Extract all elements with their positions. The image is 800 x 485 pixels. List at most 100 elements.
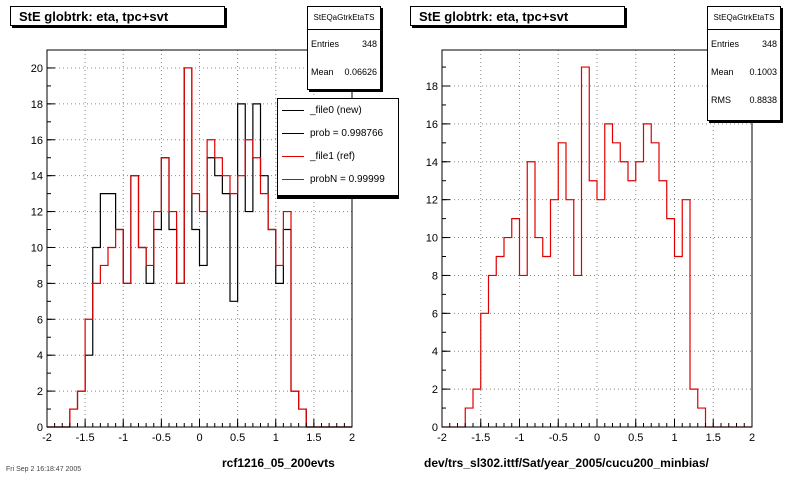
left-bin	[93, 247, 101, 427]
right-stats-name: StEQaGtrkEtaTS	[708, 7, 780, 30]
right-bin	[690, 389, 698, 427]
left-bin	[230, 301, 238, 427]
right-ytick-label: 16	[426, 119, 438, 131]
right-bin	[512, 219, 520, 427]
left-ytick-label: 6	[37, 314, 43, 326]
left-bin	[108, 247, 116, 427]
right-plot-title: StE globtrk: eta, tpc+svt	[410, 6, 625, 26]
left-ytick-label: 18	[31, 99, 43, 111]
left-bin	[222, 176, 230, 427]
right-bin	[489, 275, 497, 427]
left-stats-name: StEQaGtrkEtaTS	[308, 7, 380, 30]
right-ytick-label: 14	[426, 157, 438, 169]
left-bin	[108, 194, 116, 427]
left-bin	[299, 409, 307, 427]
right-bin	[473, 389, 481, 427]
legend-label-file1: _file1 (ref)	[310, 151, 356, 162]
left-xtick-label: 1.5	[306, 432, 321, 444]
left-stats-entries-value: 348	[361, 39, 377, 49]
left-series-1	[47, 67, 352, 428]
legend-entry-file0: _file0 (new)	[278, 99, 398, 122]
right-series-outline-0	[442, 66, 752, 428]
left-stats-mean-row: Mean 0.06626	[308, 58, 380, 86]
left-bin	[207, 158, 215, 427]
right-bin	[628, 181, 636, 427]
left-xtick-label: -1	[118, 432, 128, 444]
left-bin	[192, 230, 200, 427]
left-legend: _file0 (new) prob = 0.998766 _file1 (ref…	[277, 98, 399, 196]
left-xtick-label: 0.5	[230, 432, 245, 444]
right-ytick-label: 18	[426, 81, 438, 93]
right-stats-entries-value: 348	[761, 39, 777, 49]
right-ytick-label: 0	[432, 422, 438, 434]
legend-entry-prob: prob = 0.998766	[278, 122, 398, 145]
right-series-0	[442, 66, 752, 428]
left-bin	[161, 158, 169, 427]
legend-swatch-file0	[282, 110, 304, 111]
left-bin	[207, 140, 215, 427]
left-bin	[291, 391, 299, 427]
right-stats-mean-label: Mean	[711, 67, 734, 77]
legend-swatch-file1	[282, 156, 304, 157]
right-bin	[636, 162, 644, 427]
right-bin	[527, 162, 535, 427]
left-bin	[230, 194, 238, 427]
left-bin	[200, 265, 208, 427]
right-ytick-label: 6	[432, 308, 438, 320]
right-stats-entries-label: Entries	[711, 39, 740, 49]
right-xtick-label: -1.5	[471, 432, 490, 444]
left-bin	[291, 391, 299, 427]
left-ytick-label: 2	[37, 386, 43, 398]
left-bin	[184, 68, 192, 427]
right-bin	[465, 408, 473, 427]
left-bin	[131, 176, 139, 427]
left-bin	[161, 158, 169, 427]
right-ytick-label: 10	[426, 233, 438, 245]
left-bin	[154, 212, 162, 427]
left-stats-mean-label: Mean	[311, 67, 334, 77]
left-bin	[146, 265, 154, 427]
left-bin	[238, 104, 246, 427]
left-bin	[85, 319, 93, 427]
left-stats-mean-value: 0.06626	[344, 67, 377, 77]
left-bin	[100, 194, 108, 427]
left-bin	[131, 176, 139, 427]
left-bin	[139, 247, 147, 427]
left-plot-title: StE globtrk: eta, tpc+svt	[10, 6, 225, 26]
right-bin	[675, 256, 683, 427]
right-bin	[496, 256, 504, 427]
right-bin	[620, 162, 628, 427]
left-bin	[192, 194, 200, 427]
left-pad: -2 -1.5 -1 -0.5 0 0.5 1 1.5 2 0 2 4 6 8 10 12 14 16 18 20 S…	[0, 0, 400, 480]
right-bin	[589, 181, 597, 427]
left-series-outline-0	[47, 67, 352, 428]
left-ytick-label: 8	[37, 278, 43, 290]
left-series-outline-1	[47, 67, 352, 428]
right-bin	[566, 200, 574, 427]
left-bin	[78, 391, 86, 427]
right-xtick-label: 1	[671, 432, 677, 444]
legend-label-probn: probN = 0.99999	[310, 174, 385, 185]
left-bin	[215, 176, 223, 427]
left-stats-entries-label: Entries	[311, 39, 340, 49]
legend-label-file0: _file0 (new)	[310, 105, 362, 116]
left-x-axis-label: rcf1216_05_200evts	[222, 456, 335, 470]
legend-entry-probn: probN = 0.99999	[278, 168, 398, 191]
left-xtick-label: 0	[196, 432, 202, 444]
right-stats-box: StEQaGtrkEtaTS Entries 348 Mean 0.1003 R…	[707, 6, 781, 121]
right-bin	[558, 143, 566, 427]
right-stats-entries-row: Entries 348	[708, 30, 780, 58]
left-ytick-label: 4	[37, 350, 43, 362]
left-bin	[283, 230, 291, 427]
left-bin	[70, 409, 78, 427]
left-bin	[299, 409, 307, 427]
left-bin	[116, 230, 124, 427]
right-bin	[504, 238, 512, 427]
right-xtick-label: 0	[594, 432, 600, 444]
left-bin	[253, 104, 261, 427]
left-stats-entries-row: Entries 348	[308, 30, 380, 58]
right-pad: -2 -1.5 -1 -0.5 0 0.5 1 1.5 2 0 2 4 6 8 10 12 14 16 18 StE…	[400, 0, 800, 480]
left-xtick-label: -0.5	[152, 432, 171, 444]
right-ytick-label: 4	[432, 346, 438, 358]
